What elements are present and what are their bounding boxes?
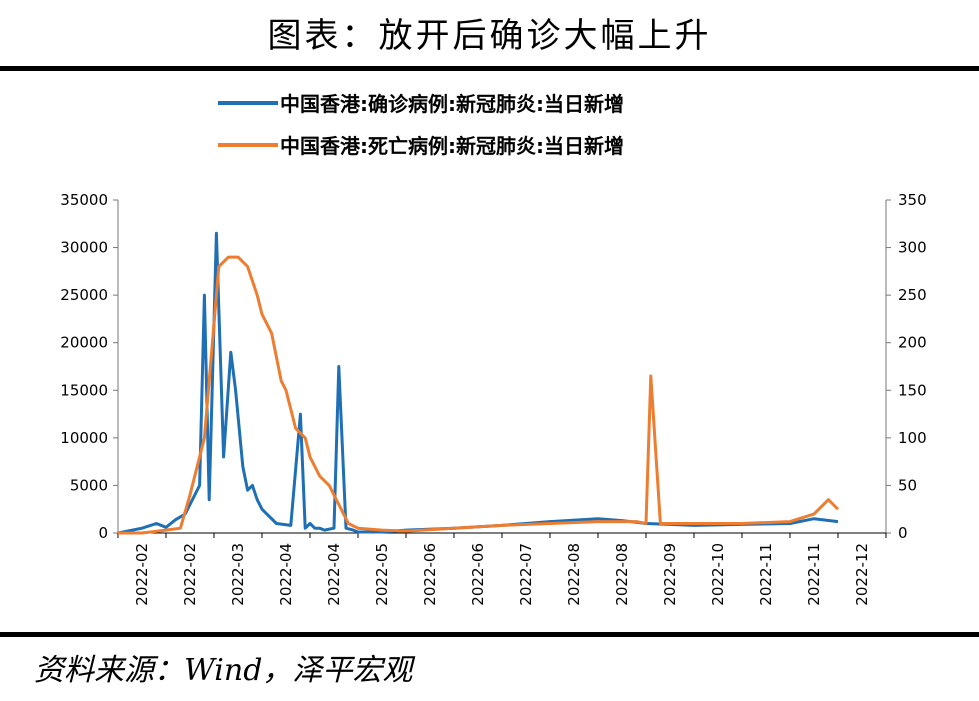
x-tick-label: 2022-03 [229, 543, 247, 606]
y-right-tick-label: 0 [898, 524, 908, 542]
y-right-tick-label: 300 [898, 239, 927, 257]
y-right-tick-label: 350 [898, 191, 927, 209]
x-tick-label: 2022-08 [613, 543, 631, 606]
y-right-tick-label: 250 [898, 286, 927, 304]
legend-label-deaths: 中国香港:死亡病例:新冠肺炎:当日新增 [280, 134, 624, 158]
bottom-rule [0, 632, 979, 637]
source-note: 资料来源：Wind，泽平宏观 [34, 653, 413, 688]
y-left-tick-label: 20000 [60, 334, 108, 352]
legend-swatch-confirmed [218, 100, 278, 105]
y-left-tick-label: 10000 [60, 429, 108, 447]
x-tick-label: 2022-04 [277, 543, 295, 606]
x-tick-label: 2022-09 [661, 543, 679, 606]
y-left-tick-label: 35000 [60, 191, 108, 209]
y-right-tick-label: 150 [898, 381, 927, 399]
chart-area: 0 5000 10000 15000 20000 25000 30000 35000 0 50 10… [60, 191, 927, 606]
x-tick-label: 2022-08 [565, 543, 583, 606]
x-tick-label: 2022-05 [373, 543, 391, 606]
x-tick-label: 2022-07 [517, 543, 535, 606]
y-left-tick-label: 15000 [60, 381, 108, 399]
x-tick-label: 2022-06 [469, 543, 487, 606]
y-right-tick-label: 50 [898, 476, 917, 494]
y-left-tick-label: 25000 [60, 286, 108, 304]
y-right-tick-label: 100 [898, 429, 927, 447]
x-tick-label: 2022-11 [757, 543, 775, 606]
x-tick-label: 2022-02 [181, 543, 199, 606]
top-rule [0, 66, 979, 71]
legend-swatch-deaths [218, 142, 278, 147]
x-tick-label: 2022-11 [805, 543, 823, 606]
y-left-tick-label: 0 [98, 524, 108, 542]
y-left-tick-label: 30000 [60, 239, 108, 257]
x-tick-label: 2022-04 [325, 543, 343, 606]
x-tick-label: 2022-12 [853, 543, 871, 606]
x-tick-label: 2022-02 [133, 543, 151, 606]
legend-label-confirmed: 中国香港:确诊病例:新冠肺炎:当日新增 [280, 92, 624, 116]
legend-item-confirmed: 中国香港:确诊病例:新冠肺炎:当日新增 [218, 88, 624, 117]
series-line-deaths [118, 255, 840, 535]
series-line-confirmed [117, 231, 839, 535]
x-tick-label: 2022-10 [709, 543, 727, 606]
figure-title: 图表：放开后确诊大幅上升 [267, 16, 712, 56]
x-tick-label: 2022-06 [421, 543, 439, 606]
y-left-tick-label: 5000 [70, 476, 108, 494]
legend-item-deaths: 中国香港:死亡病例:新冠肺炎:当日新增 [218, 130, 624, 159]
y-right-tick-label: 200 [898, 334, 927, 352]
